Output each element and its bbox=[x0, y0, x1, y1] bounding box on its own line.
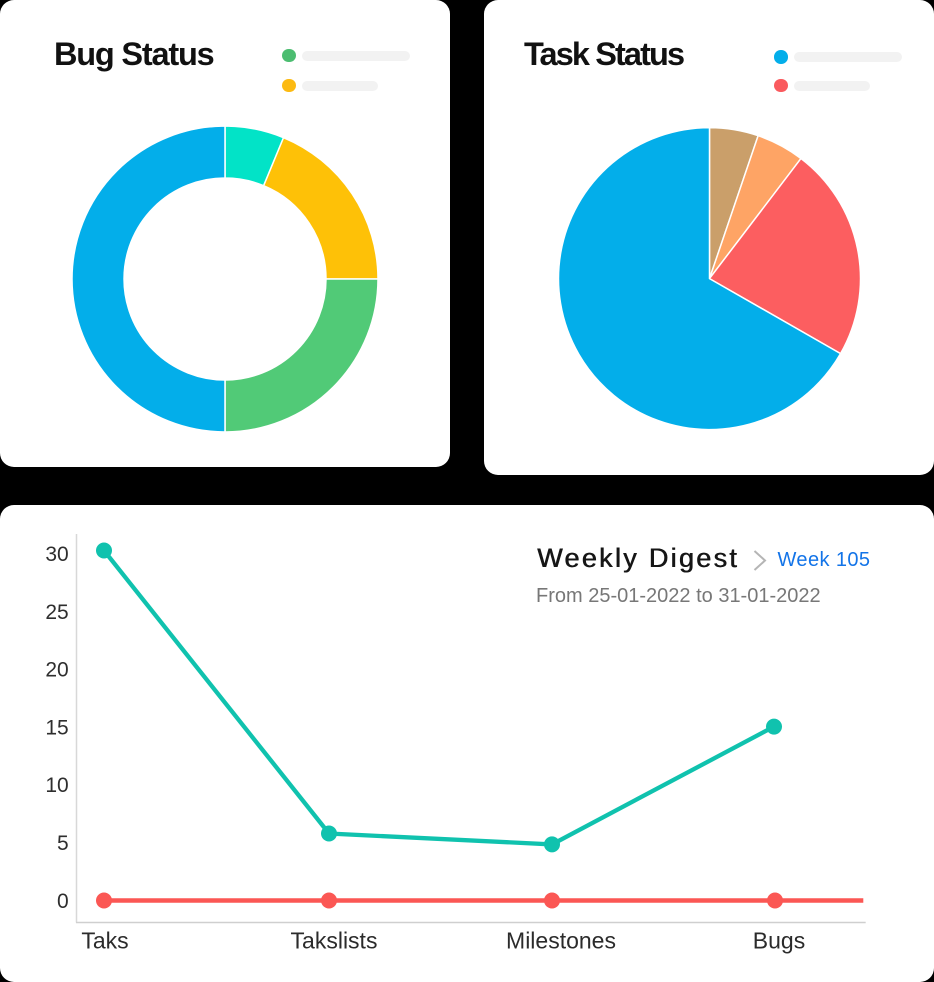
svg-text:Takslists: Takslists bbox=[291, 928, 378, 954]
svg-text:5: 5 bbox=[57, 832, 69, 855]
svg-text:Taks: Taks bbox=[81, 928, 128, 954]
svg-text:Bugs: Bugs bbox=[753, 928, 805, 954]
svg-text:15: 15 bbox=[45, 716, 68, 739]
svg-text:25: 25 bbox=[45, 601, 68, 624]
svg-text:Milestones: Milestones bbox=[506, 928, 616, 954]
svg-text:20: 20 bbox=[45, 659, 68, 682]
svg-text:30: 30 bbox=[45, 543, 68, 566]
svg-text:0: 0 bbox=[57, 890, 69, 913]
svg-text:10: 10 bbox=[45, 774, 68, 797]
